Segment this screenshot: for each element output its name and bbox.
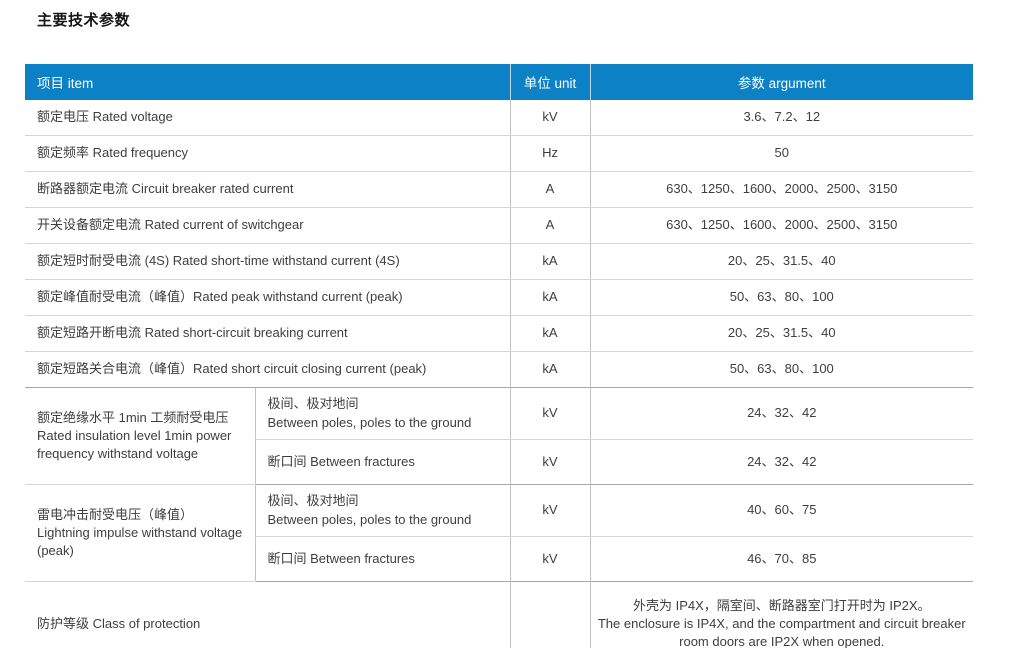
- row-label: 额定峰值耐受电流（峰值）Rated peak withstand current…: [25, 279, 511, 316]
- row-label: 额定短路关合电流（峰值）Rated short circuit closing …: [37, 361, 427, 377]
- row-value: 630、1250、1600、2000、2500、3150: [590, 171, 974, 208]
- table-row: 额定频率 Rated frequency Hz 50: [25, 135, 974, 172]
- row-unit: Hz: [509, 135, 591, 172]
- page-title: 主要技术参数: [37, 12, 131, 29]
- table-row: 额定峰值耐受电流（峰值）Rated peak withstand current…: [25, 279, 974, 316]
- table-row-group-lightning: 雷电冲击耐受电压（峰值） Lightning impulse withstand…: [25, 484, 974, 582]
- table-row-group-insulation: 额定绝缘水平 1min 工频耐受电压 Rated insulation leve…: [25, 387, 974, 485]
- row-value: 46、70、85: [747, 550, 817, 566]
- row-value: 3.6、7.2、12: [590, 100, 974, 136]
- row-unit: A: [509, 171, 591, 208]
- subrow-label-zh: 极间、极对地间: [267, 396, 359, 412]
- protection-value-zh: 外壳为 IP4X，隔室间、断路器室门打开时为 IP2X。: [632, 597, 931, 613]
- row-unit: kA: [509, 279, 591, 316]
- row-unit: kA: [509, 243, 591, 280]
- table-row: 额定短路关合电流（峰值）Rated short circuit closing …: [25, 351, 973, 388]
- group-label-zh: 雷电冲击耐受电压（峰值）: [37, 506, 194, 522]
- group-label: 额定绝缘水平 1min 工频耐受电压 Rated insulation leve…: [25, 387, 255, 485]
- subrow-label-en: Between poles, poles to the ground: [267, 511, 472, 527]
- row-value: 24、32、42: [590, 387, 974, 440]
- row-label: 额定短时耐受电流 (4S) Rated short-time withstand…: [25, 243, 511, 280]
- subrow-label: 断口间 Between fractures: [254, 536, 511, 582]
- row-unit: kV: [509, 484, 591, 537]
- header-argument: 参数 argument: [589, 64, 974, 100]
- subrow-label: 断口间 Between fractures: [254, 439, 511, 485]
- row-label: 防护等级 Class of protection: [25, 581, 511, 648]
- row-label: 额定电压 Rated voltage: [25, 100, 511, 136]
- row-value: 630、1250、1600、2000、2500、3150: [590, 207, 974, 244]
- row-value: 40、60、75: [590, 484, 974, 537]
- table-header-row: 项目 item 单位 unit 参数 argument: [25, 64, 974, 100]
- row-unit: kV: [509, 439, 591, 485]
- subrow-label-en: Between poles, poles to the ground: [267, 414, 472, 430]
- row-unit: [509, 581, 591, 648]
- group-label-zh: 额定绝缘水平 1min 工频耐受电压: [37, 409, 229, 425]
- protection-value-en: The enclosure is IP4X, and the compartme…: [597, 615, 966, 648]
- group-label-en: Rated insulation level 1min power freque…: [37, 427, 232, 462]
- row-label: 开关设备额定电流 Rated current of switchgear: [25, 207, 511, 244]
- row-value: 50: [590, 135, 974, 172]
- row-unit: A: [509, 207, 591, 244]
- row-unit: kA: [509, 351, 591, 388]
- table-row: 额定短路开断电流 Rated short-circuit breaking cu…: [25, 315, 974, 352]
- header-unit: 单位 unit: [509, 64, 591, 100]
- row-value: 20、25、31.5、40: [590, 243, 974, 280]
- row-value: 50、63、80、100: [729, 361, 834, 377]
- row-unit: kV: [509, 536, 591, 582]
- subrow-label: 极间、极对地间 Between poles, poles to the grou…: [254, 484, 511, 537]
- row-value: 50、63、80、100: [590, 279, 974, 316]
- technical-parameters-table: 项目 item 单位 unit 参数 argument 额定电压 Rated v…: [25, 64, 974, 648]
- table-row: 断口间 Between fractures kV 46、70、85: [25, 536, 973, 582]
- row-label: 断路器额定电流 Circuit breaker rated current: [25, 171, 511, 208]
- group-label: 雷电冲击耐受电压（峰值） Lightning impulse withstand…: [25, 484, 255, 582]
- row-unit: kA: [509, 315, 591, 352]
- group-label-en: Lightning impulse withstand voltage (pea…: [37, 524, 243, 559]
- row-value: 20、25、31.5、40: [590, 315, 974, 352]
- table-row: 额定电压 Rated voltage kV 3.6、7.2、12: [25, 100, 974, 136]
- table-row-protection: 防护等级 Class of protection 外壳为 IP4X，隔室间、断路…: [25, 581, 974, 648]
- subrow-label-zh: 极间、极对地间: [267, 493, 359, 509]
- table-row: 断口间 Between fractures kV 24、32、42: [25, 439, 973, 485]
- row-unit: kV: [509, 100, 591, 136]
- header-item: 项目 item: [25, 64, 511, 100]
- row-label: 额定短路开断电流 Rated short-circuit breaking cu…: [25, 315, 511, 352]
- row-value: 24、32、42: [747, 453, 817, 469]
- table-row: 开关设备额定电流 Rated current of switchgear A 6…: [25, 207, 974, 244]
- table-row: 额定短时耐受电流 (4S) Rated short-time withstand…: [25, 243, 974, 280]
- subrow-label: 极间、极对地间 Between poles, poles to the grou…: [254, 387, 511, 440]
- row-unit: kV: [509, 387, 591, 440]
- row-label: 额定频率 Rated frequency: [25, 135, 511, 172]
- row-value: 外壳为 IP4X，隔室间、断路器室门打开时为 IP2X。 The enclosu…: [590, 581, 974, 648]
- table-row: 断路器额定电流 Circuit breaker rated current A …: [25, 171, 974, 208]
